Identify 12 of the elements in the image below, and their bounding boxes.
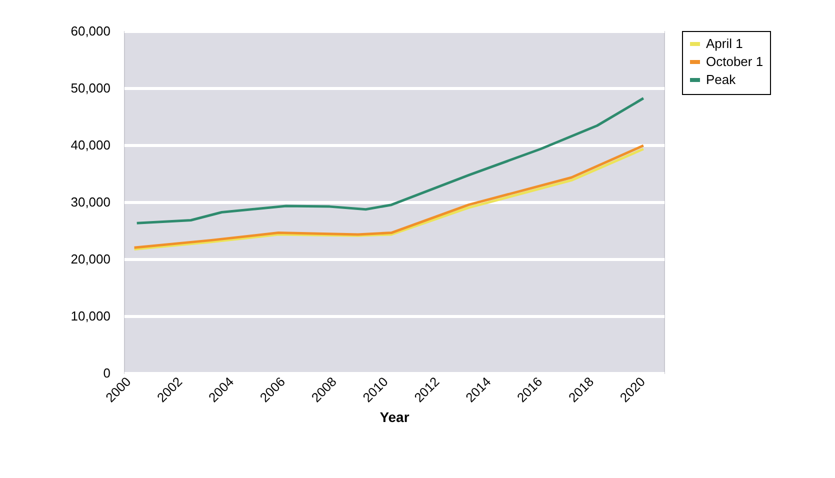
y-tick-label: 40,000: [70, 138, 110, 152]
legend-label: April 1: [706, 36, 743, 51]
y-tick-label: 50,000: [70, 80, 110, 96]
line-series: [136, 97, 645, 224]
y-tick-label: 0: [103, 366, 110, 380]
y-tick-label: 20,000: [70, 252, 110, 266]
legend-label: October 1: [706, 54, 764, 69]
y-tick-label: 60,000: [70, 24, 110, 38]
x-axis-title: Year: [380, 409, 410, 426]
legend-label: Peak: [706, 72, 736, 87]
y-tick-label: 30,000: [70, 194, 110, 210]
y-tick-label: 10,000: [70, 308, 110, 324]
